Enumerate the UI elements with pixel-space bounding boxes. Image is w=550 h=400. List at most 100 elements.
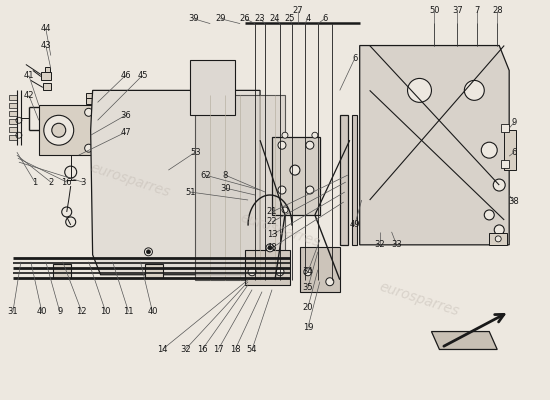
Text: 6: 6 [322, 14, 327, 23]
Text: 21: 21 [267, 208, 277, 216]
Text: 54: 54 [247, 345, 257, 354]
Text: 31: 31 [8, 307, 18, 316]
Circle shape [92, 109, 101, 117]
Text: 26: 26 [240, 14, 250, 23]
Text: 49: 49 [349, 220, 360, 230]
Text: 42: 42 [24, 91, 34, 100]
Bar [9, 103, 17, 108]
Text: 40: 40 [147, 307, 158, 316]
Bar [389, 64, 434, 115]
Circle shape [278, 141, 286, 149]
Circle shape [464, 80, 484, 100]
Text: 48: 48 [267, 243, 277, 252]
Text: 50: 50 [429, 6, 439, 15]
Text: 32: 32 [375, 240, 385, 249]
Text: 1: 1 [32, 178, 37, 186]
Bar [501, 160, 509, 168]
Bar [45, 68, 50, 72]
Bar [9, 111, 17, 116]
Bar [272, 137, 320, 215]
Text: 51: 51 [185, 188, 196, 196]
Circle shape [145, 248, 152, 256]
Text: 11: 11 [123, 307, 134, 316]
Circle shape [276, 268, 284, 276]
Bar [9, 135, 17, 140]
Text: 30: 30 [220, 184, 230, 192]
Circle shape [248, 268, 256, 276]
Text: 33: 33 [391, 240, 402, 249]
Bar [245, 250, 290, 285]
Text: eurosparres: eurosparres [378, 280, 461, 319]
Text: 16: 16 [197, 345, 207, 354]
Text: 45: 45 [137, 71, 148, 80]
Text: 40: 40 [36, 307, 47, 316]
Text: 38: 38 [509, 198, 520, 206]
Polygon shape [195, 95, 285, 280]
Text: 22: 22 [267, 218, 277, 226]
Text: 8: 8 [223, 170, 228, 180]
Text: 36: 36 [120, 111, 131, 120]
Text: 32: 32 [180, 345, 191, 354]
Bar [300, 247, 340, 292]
Text: 41: 41 [24, 71, 34, 80]
Text: 34: 34 [302, 267, 313, 276]
Polygon shape [91, 90, 260, 275]
Text: 2: 2 [48, 178, 53, 186]
Text: 44: 44 [41, 24, 51, 33]
Polygon shape [360, 46, 509, 245]
Text: 20: 20 [302, 303, 313, 312]
Text: 23: 23 [255, 14, 265, 23]
Circle shape [304, 268, 312, 276]
Text: 13: 13 [267, 230, 277, 239]
Bar [340, 115, 348, 245]
Text: 19: 19 [302, 323, 313, 332]
Circle shape [484, 210, 494, 220]
Text: 29: 29 [215, 14, 226, 23]
Circle shape [266, 244, 274, 252]
Text: 35: 35 [302, 283, 313, 292]
Bar [501, 124, 509, 132]
Text: 4: 4 [305, 14, 311, 23]
Text: 47: 47 [120, 128, 131, 137]
Bar [190, 60, 235, 115]
Circle shape [62, 207, 72, 217]
Text: eurosparres: eurosparres [238, 210, 322, 250]
Circle shape [278, 186, 286, 194]
Circle shape [92, 128, 101, 136]
Circle shape [268, 246, 272, 250]
Bar [9, 95, 17, 100]
Text: 6: 6 [512, 148, 517, 157]
Text: 10: 10 [100, 307, 111, 316]
Circle shape [85, 144, 92, 152]
Bar [504, 130, 516, 170]
Text: 7: 7 [475, 6, 480, 15]
Bar [43, 84, 51, 90]
Text: 53: 53 [190, 148, 201, 157]
Circle shape [494, 225, 504, 235]
Bar [53, 264, 71, 278]
Text: 43: 43 [41, 41, 51, 50]
Circle shape [85, 108, 92, 116]
Circle shape [282, 207, 288, 213]
Circle shape [290, 165, 300, 175]
Text: 27: 27 [293, 6, 303, 15]
Text: 25: 25 [285, 14, 295, 23]
Circle shape [481, 142, 497, 158]
Circle shape [44, 115, 74, 145]
Text: 16: 16 [62, 178, 72, 186]
Text: 28: 28 [492, 6, 503, 15]
Text: 9: 9 [57, 307, 62, 316]
Text: 12: 12 [76, 307, 87, 316]
Circle shape [306, 186, 314, 194]
Bar [86, 93, 97, 98]
Text: 14: 14 [157, 345, 168, 354]
Polygon shape [39, 105, 96, 155]
Polygon shape [431, 332, 497, 350]
Bar [145, 264, 163, 278]
Circle shape [146, 250, 151, 254]
Text: 6: 6 [352, 54, 358, 63]
Text: 37: 37 [452, 6, 463, 15]
Circle shape [493, 179, 505, 191]
Circle shape [282, 132, 288, 138]
Circle shape [312, 132, 318, 138]
